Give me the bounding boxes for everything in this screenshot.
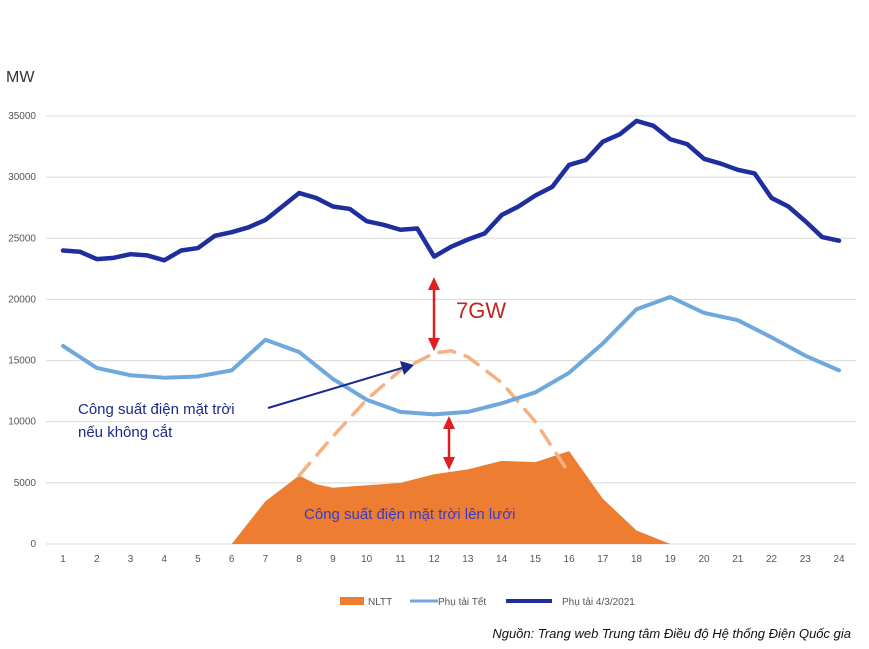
y-tick-label: 0 — [30, 539, 36, 550]
grid-solar-label: Công suất điện mặt trời lên lưới — [304, 506, 515, 523]
series-dashed-curtailed-solar — [297, 349, 571, 478]
curtailment-arrow — [443, 416, 455, 470]
series-line-phu-tai-4-3-2021 — [60, 118, 842, 263]
legend-label-phu-tai-tet: Phụ tải Tết — [438, 596, 486, 608]
x-tick-label: 1 — [60, 554, 66, 565]
x-tick-label: 22 — [766, 554, 778, 565]
y-tick-label: 10000 — [8, 417, 36, 428]
series-layer — [60, 118, 842, 544]
x-tick-label: 10 — [361, 554, 373, 565]
x-tick-label: 16 — [564, 554, 576, 565]
x-tick-label: 19 — [665, 554, 677, 565]
y-tick-label: 25000 — [8, 233, 36, 244]
legend: NLTT Phụ tải Tết Phụ tải 4/3/2021 — [340, 596, 635, 608]
x-tick-label: 21 — [732, 554, 744, 565]
y-axis-label: MW — [6, 69, 35, 86]
x-tick-label: 20 — [698, 554, 710, 565]
x-tick-label: 12 — [429, 554, 441, 565]
pointer-arrow — [267, 361, 414, 409]
x-tick-label: 2 — [94, 554, 100, 565]
y-tick-label: 5000 — [14, 478, 37, 489]
y-tick-label: 35000 — [8, 111, 36, 122]
x-tick-label: 8 — [296, 554, 302, 565]
source-note: Nguồn: Trang web Trung tâm Điều độ Hệ th… — [492, 626, 851, 641]
x-tick-label: 14 — [496, 554, 508, 565]
gap-7gw-arrow — [428, 277, 440, 351]
series-line-phu-tai-tet — [61, 294, 841, 417]
series-area-nltt — [231, 451, 671, 544]
x-tick-label: 6 — [229, 554, 235, 565]
x-tick-label: 24 — [833, 554, 845, 565]
x-tick-label: 7 — [263, 554, 269, 565]
curtailed-solar-label-line1: Công suất điện mặt trời — [78, 401, 235, 418]
x-tick-label: 15 — [530, 554, 542, 565]
x-tick-label: 13 — [462, 554, 474, 565]
x-tick-label: 9 — [330, 554, 336, 565]
x-tick-label: 4 — [161, 554, 167, 565]
legend-swatch-nltt — [340, 597, 364, 605]
gap-7gw-label: 7GW — [456, 298, 506, 323]
annotation-layer: MW 7GW Công suất điện mặt trời nếu không… — [6, 69, 515, 523]
x-tick-label: 5 — [195, 554, 201, 565]
x-tick-label: 17 — [597, 554, 609, 565]
x-tick-label: 11 — [395, 554, 406, 565]
y-tick-label: 20000 — [8, 294, 36, 305]
curtailed-solar-label-line2: nếu không cắt — [78, 424, 173, 441]
legend-label-nltt: NLTT — [368, 597, 392, 608]
x-tick-label: 23 — [800, 554, 812, 565]
y-tick-label: 30000 — [8, 172, 36, 183]
x-tick-label: 18 — [631, 554, 643, 565]
y-tick-label: 15000 — [8, 356, 36, 367]
legend-label-phu-tai-4-3-2021: Phụ tải 4/3/2021 — [562, 597, 635, 608]
x-tick-label: 3 — [128, 554, 134, 565]
